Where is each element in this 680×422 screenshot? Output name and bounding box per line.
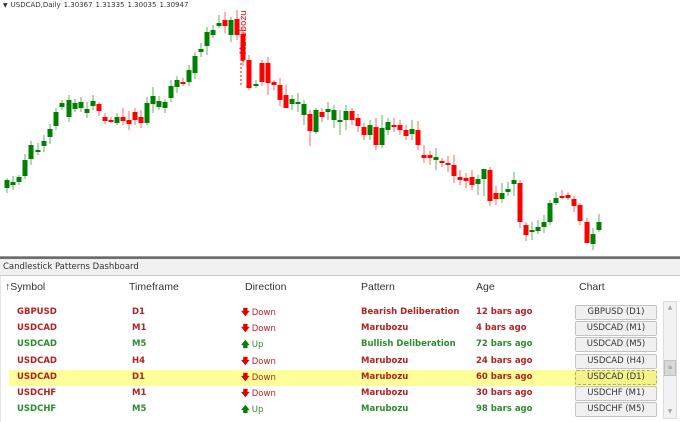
table-row[interactable]: USDCAD H4 🡇 Down Marubozu 24 bars ago USDCAD (…	[9, 353, 657, 370]
candlestick-dashboard-panel: Candlestick Patterns Dashboard ↑Symbol T…	[0, 259, 680, 422]
chart-header: ▼ USDCAD,Daily 1.30367 1.31335 1.30035 1…	[3, 1, 188, 9]
vertical-scrollbar[interactable]: ▲ ≡ ▼	[663, 301, 677, 419]
cell-age: 98 bars ago	[476, 404, 533, 415]
panel-title: Candlestick Patterns Dashboard	[0, 259, 680, 276]
cell-pattern: Marubozu	[361, 404, 409, 415]
cell-symbol: USDCAD	[17, 371, 57, 382]
cell-direction: 🡇 Down	[241, 356, 276, 367]
arrow-down-icon: 🡇	[241, 324, 250, 335]
cell-timeframe: M5	[132, 404, 147, 415]
candlestick-series: ⇐Marubozu	[4, 10, 602, 250]
cell-timeframe: H4	[132, 355, 146, 366]
cell-direction: 🡅 Up	[241, 340, 264, 351]
arrow-down-icon: 🡇	[241, 308, 250, 318]
cell-timeframe: D1	[132, 371, 145, 382]
open-chart-button[interactable]: USDCAD (D1)	[575, 369, 657, 385]
arrow-up-icon: 🡅	[241, 340, 250, 351]
arrow-down-icon: 🡇	[241, 372, 250, 383]
cell-direction: 🡇 Down	[241, 389, 276, 399]
cell-pattern: Marubozu	[361, 323, 409, 334]
cell-pattern: Marubozu	[361, 371, 409, 382]
scroll-up-arrow-icon[interactable]: ▲	[667, 304, 673, 311]
cell-age: 4 bars ago	[476, 323, 527, 334]
chart-symbol-period: USDCAD,Daily	[10, 1, 61, 9]
cell-age: 30 bars ago	[476, 388, 533, 398]
chart-close: 1.30947	[159, 1, 189, 9]
open-chart-button[interactable]: USDCAD (M1)	[575, 321, 657, 337]
cell-age: 72 bars ago	[476, 339, 533, 350]
chart-low: 1.30035	[127, 1, 157, 9]
chart-open: 1.30367	[63, 1, 93, 9]
cell-timeframe: D1	[132, 307, 145, 317]
table-row[interactable]: USDCAD D1 🡇 Down Marubozu 60 bars ago USDCAD (…	[9, 369, 657, 386]
open-chart-button[interactable]: USDCHF (M5)	[575, 402, 657, 418]
cell-symbol: USDCAD	[17, 323, 57, 334]
cell-direction: 🡇 Down	[241, 324, 276, 335]
scroll-down-arrow-icon[interactable]: ▼	[667, 408, 673, 415]
open-chart-button[interactable]: USDCHF (M1)	[575, 386, 657, 401]
column-header-symbol[interactable]: ↑Symbol	[5, 281, 46, 293]
scrollbar-thumb[interactable]: ≡	[664, 360, 676, 376]
cell-timeframe: M1	[132, 388, 147, 398]
sort-ascending-icon: ↑	[5, 281, 11, 293]
price-chart[interactable]: ▼ USDCAD,Daily 1.30367 1.31335 1.30035 1…	[0, 0, 680, 258]
panel-splitter[interactable]	[0, 256, 680, 259]
column-header-pattern[interactable]: Pattern	[361, 281, 395, 293]
cell-symbol: USDCAD	[17, 355, 57, 366]
arrow-up-icon: 🡅	[241, 405, 250, 416]
cell-pattern: Marubozu	[361, 388, 409, 398]
cell-direction: 🡇 Down	[241, 372, 276, 383]
table-row[interactable]: USDCHF M1 🡇 Down Marubozu 30 bars ago USDCHF (…	[9, 386, 657, 402]
column-header-timeframe[interactable]: Timeframe	[129, 281, 179, 293]
cell-age: 24 bars ago	[476, 355, 533, 366]
cell-symbol: USDCHF	[17, 404, 57, 415]
marubozu-annotation: ⇐Marubozu	[239, 10, 249, 62]
cell-direction: 🡅 Up	[241, 405, 264, 416]
open-chart-button[interactable]: USDCAD (M5)	[575, 337, 657, 353]
cell-direction: 🡇 Down	[241, 308, 276, 318]
column-header-direction[interactable]: Direction	[245, 281, 287, 293]
table-row[interactable]: USDCAD M1 🡇 Down Marubozu 4 bars ago USDCAD (M…	[9, 321, 657, 337]
arrow-down-icon: 🡇	[241, 356, 250, 367]
table-row[interactable]: USDCHF M5 🡅 Up Marubozu 98 bars ago USDCHF (M5…	[9, 402, 657, 418]
cell-pattern: Marubozu	[361, 355, 409, 366]
collapse-triangle-icon[interactable]: ▼	[3, 1, 8, 9]
cell-pattern: Bullish Deliberation	[361, 339, 456, 350]
cell-symbol: USDCHF	[17, 388, 57, 398]
open-chart-button[interactable]: USDCAD (H4)	[575, 353, 657, 369]
column-header-age[interactable]: Age	[476, 281, 495, 293]
open-chart-button[interactable]: GBPUSD (D1)	[575, 305, 657, 320]
table-row[interactable]: USDCAD M5 🡅 Up Bullish Deliberation 72 bars a…	[9, 337, 657, 353]
cell-timeframe: M1	[132, 323, 147, 334]
cell-age: 60 bars ago	[476, 371, 533, 382]
cell-age: 12 bars ago	[476, 307, 533, 317]
cell-pattern: Bearish Deliberation	[361, 307, 460, 317]
arrow-down-icon: 🡇	[241, 389, 250, 399]
cell-timeframe: M5	[132, 339, 147, 350]
column-header-chart[interactable]: Chart	[579, 281, 605, 293]
cell-symbol: GBPUSD	[17, 307, 57, 317]
cell-symbol: USDCAD	[17, 339, 57, 350]
table-row[interactable]: GBPUSD D1 🡇 Down Bearish Deliberation 12 bars…	[9, 305, 657, 321]
patterns-table: ↑Symbol Timeframe Direction Pattern Age …	[0, 276, 680, 422]
chart-high: 1.31335	[95, 1, 125, 9]
